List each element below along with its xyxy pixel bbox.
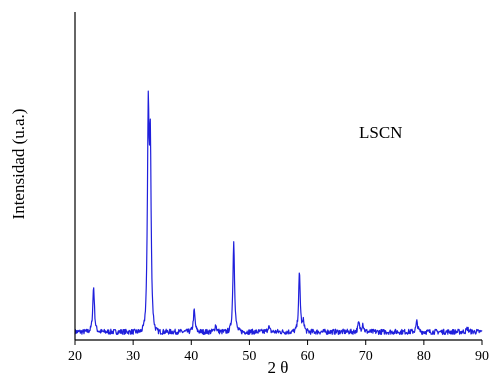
plot-area: [74, 90, 483, 336]
x-tick-label: 40: [184, 349, 198, 364]
sample-label: LSCN: [359, 123, 402, 142]
xrd-pattern-line: [74, 90, 483, 336]
x-tick-label: 30: [126, 349, 140, 364]
x-tick-label: 80: [417, 349, 431, 364]
x-tick-label: 90: [475, 349, 489, 364]
y-axis-title: Intensidad (u.a.): [9, 109, 28, 220]
axes: [74, 12, 482, 341]
x-tick-label: 20: [68, 349, 82, 364]
x-tick-label: 60: [301, 349, 315, 364]
x-ticks: 20 30 40 50 60 70 80 90: [68, 340, 489, 364]
x-axis-title: 2 θ: [268, 358, 289, 377]
x-tick-label: 70: [359, 349, 373, 364]
x-tick-label: 50: [242, 349, 256, 364]
